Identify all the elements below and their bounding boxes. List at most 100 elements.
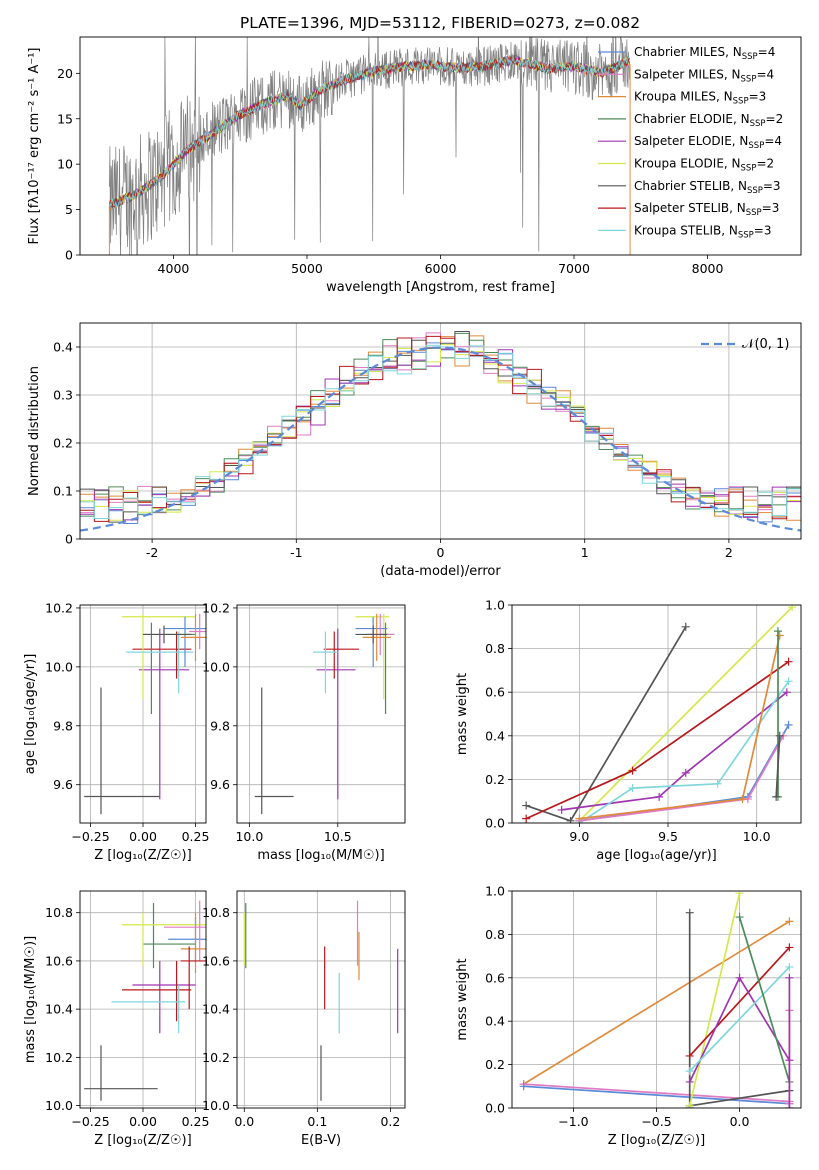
legend-label-kroupa_miles: Kroupa MILES, NSSP=3 bbox=[634, 90, 766, 107]
y-axis-label: Normed distribution bbox=[27, 366, 42, 496]
hist-kroupa_stelib bbox=[80, 344, 801, 539]
mw-line-chabrier_miles bbox=[523, 1085, 790, 1105]
mw-line-salpeter_miles bbox=[523, 1083, 790, 1103]
mw-marker-chabrier_elodie bbox=[773, 627, 782, 636]
plot-area bbox=[80, 891, 206, 1108]
y-tick-label: 10.2 bbox=[45, 1050, 73, 1065]
x-axis-label: Z [log₁₀(Z/Z☉)] bbox=[94, 848, 191, 863]
x-axis-label: (data-model)/error bbox=[380, 564, 501, 579]
mw-marker-kroupa_miles bbox=[775, 631, 784, 640]
panel-7: 0.0 0.1 0.2 10.0 10.2 10.4 10.6 10.8 E(B-V) bbox=[202, 890, 406, 1148]
panel-2: -2 -1 0 1 2 0 0.1 0.2 0.3 0.4 (data-model)/error No… bbox=[27, 322, 802, 579]
y-tick-label: 0.4 bbox=[485, 728, 505, 743]
legend-label-salpeter_miles: Salpeter MILES, NSSP=4 bbox=[634, 67, 774, 84]
x-tick-label: 0.00 bbox=[129, 1114, 157, 1129]
y-tick-label: 0.8 bbox=[485, 641, 505, 656]
legend-label-chabrier_miles: Chabrier MILES, NSSP=4 bbox=[634, 45, 775, 62]
mw-marker-chabrier_stelib bbox=[566, 816, 575, 823]
axes-frame bbox=[79, 322, 802, 540]
x-tick-label: 7000 bbox=[558, 261, 590, 276]
axes-frame bbox=[511, 604, 802, 824]
x-axis-label: Z [log₁₀(Z/Z☉)] bbox=[608, 1133, 705, 1148]
x-tick-label: 0.0 bbox=[730, 1114, 750, 1129]
y-tick-label: 0.4 bbox=[485, 1014, 505, 1029]
y-tick-label: 9.8 bbox=[53, 718, 73, 733]
mw-marker-salpeter_stelib bbox=[628, 766, 637, 775]
mw-marker-salpeter_stelib bbox=[685, 1051, 694, 1060]
mw-marker-salpeter_elodie bbox=[782, 688, 791, 697]
y-tick-label: 10.8 bbox=[202, 905, 230, 920]
mw-marker-salpeter_elodie bbox=[735, 973, 744, 982]
legend-label-kroupa_elodie: Kroupa ELODIE, NSSP=2 bbox=[634, 157, 774, 174]
mw-line-chabrier_elodie bbox=[738, 916, 791, 1083]
axes-frame bbox=[236, 604, 406, 824]
y-tick-label: 10.0 bbox=[45, 1098, 73, 1113]
mw-marker-kroupa_elodie bbox=[788, 605, 797, 612]
y-tick-label: 0.3 bbox=[53, 388, 73, 403]
mw-marker-chabrier_stelib bbox=[522, 801, 531, 810]
panel-3: −0.25 0.00 0.25 9.6 9.8 10.0 10.2 Z [log₁₀(Z/Z☉… bbox=[23, 600, 209, 863]
panel-4: 10.0 10.5 9.6 9.8 10.0 10.2 mass [log₁₀(M/M☉)] bbox=[202, 600, 406, 863]
x-tick-label: 9.5 bbox=[658, 829, 678, 844]
mw-marker-kroupa_miles bbox=[738, 795, 747, 804]
y-axis-label: mass [log₁₀(M/M☉)] bbox=[23, 936, 38, 1063]
mw-marker-kroupa_stelib bbox=[628, 784, 637, 793]
panel-5: 9.0 9.5 10.0 0.0 0.2 0.4 0.6 0.8 1.0 age [log₁₀(a… bbox=[455, 598, 802, 863]
y-tick-label: 10.2 bbox=[202, 600, 230, 615]
x-tick-label: 10.0 bbox=[235, 829, 263, 844]
y-tick-label: 0.6 bbox=[485, 685, 505, 700]
y-tick-label: 10.2 bbox=[202, 1050, 230, 1065]
mw-line-kroupa_elodie bbox=[578, 606, 793, 822]
mw-marker-salpeter_elodie bbox=[681, 768, 690, 777]
legend-label-gaussian: 𝒩(0, 1) bbox=[742, 337, 789, 352]
x-axis-label: Z [log₁₀(Z/Z☉)] bbox=[94, 1133, 191, 1148]
axes-frame bbox=[511, 890, 802, 1109]
y-tick-label: 10.4 bbox=[202, 1002, 230, 1017]
mw-marker-salpeter_elodie bbox=[655, 792, 664, 801]
mw-marker-salpeter_stelib bbox=[785, 943, 794, 952]
mw-marker-chabrier_stelib bbox=[681, 622, 690, 631]
y-tick-label: 1.0 bbox=[485, 884, 505, 899]
legend-label-chabrier_elodie: Chabrier ELODIE, NSSP=2 bbox=[634, 112, 783, 129]
axes-frame bbox=[79, 890, 207, 1109]
mw-marker-kroupa_stelib bbox=[785, 962, 794, 971]
mw-marker-salpeter_stelib bbox=[522, 814, 531, 823]
x-tick-label: 0.1 bbox=[307, 1114, 327, 1129]
y-tick-label: 0.2 bbox=[485, 772, 505, 787]
mw-marker-salpeter_elodie bbox=[685, 1077, 694, 1086]
y-axis-label: mass weight bbox=[455, 673, 470, 755]
figure-title: PLATE=1396, MJD=53112, FIBERID=0273, z=0… bbox=[240, 14, 640, 32]
y-tick-label: 0.0 bbox=[485, 816, 505, 831]
mw-line-kroupa_elodie bbox=[688, 893, 741, 1106]
mw-marker-chabrier_stelib bbox=[775, 731, 784, 740]
mw-marker-salpeter_elodie bbox=[785, 973, 794, 982]
y-tick-label: 1.0 bbox=[485, 598, 505, 613]
y-tick-label: 0.8 bbox=[485, 927, 505, 942]
x-tick-label: 1 bbox=[581, 545, 589, 560]
plot-area bbox=[108, 37, 631, 255]
mw-marker-chabrier_miles bbox=[784, 720, 793, 729]
x-axis-label: wavelength [Angstrom, rest frame] bbox=[326, 280, 555, 295]
axes-frame bbox=[79, 36, 802, 256]
x-tick-label: −1.0 bbox=[558, 1114, 588, 1129]
x-tick-label: −0.25 bbox=[71, 829, 109, 844]
gaussian-curve bbox=[80, 346, 801, 532]
plot-area bbox=[80, 605, 206, 823]
plot-area bbox=[237, 605, 405, 823]
y-tick-label: 10.6 bbox=[45, 953, 73, 968]
legend-label-salpeter_stelib: Salpeter STELIB, NSSP=3 bbox=[634, 201, 779, 218]
x-tick-label: 0.25 bbox=[182, 1114, 210, 1129]
x-tick-label: 0.25 bbox=[182, 829, 210, 844]
mw-marker-chabrier_miles bbox=[519, 1082, 528, 1091]
mw-line-kroupa_miles bbox=[523, 920, 790, 1085]
y-axis-label: mass weight bbox=[455, 958, 470, 1040]
y-tick-label: 9.6 bbox=[210, 777, 230, 792]
y-tick-label: 20 bbox=[57, 66, 73, 81]
y-tick-label: 0.1 bbox=[53, 484, 73, 499]
y-tick-label: 10.0 bbox=[45, 659, 73, 674]
legend-label-chabrier_stelib: Chabrier STELIB, NSSP=3 bbox=[634, 179, 781, 196]
panel-6: −0.25 0.00 0.25 10.0 10.2 10.4 10.6 10.8 Z [log₁… bbox=[23, 890, 210, 1148]
x-tick-label: 10.0 bbox=[743, 829, 771, 844]
